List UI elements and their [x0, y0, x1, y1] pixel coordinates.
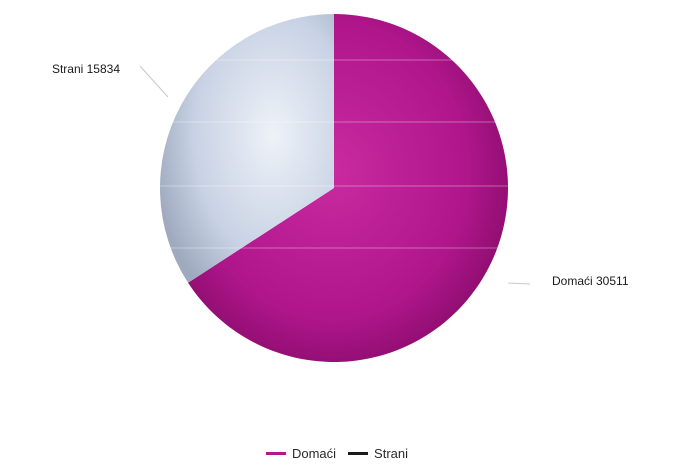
- legend-item-domaci[interactable]: Domaći: [265, 446, 337, 461]
- legend: Domaći Strani: [0, 446, 674, 461]
- legend-swatch-domaci: [265, 452, 286, 455]
- legend-label-strani: Strani: [374, 446, 409, 461]
- pie-slice-domaci[interactable]: [188, 14, 508, 363]
- pie-slices: [159, 14, 508, 363]
- pie-scanlines: [160, 59, 508, 249]
- legend-label-domaci: Domaći: [291, 446, 337, 461]
- legend-swatch-strani: [348, 452, 369, 455]
- legend-item-strani[interactable]: Strani: [348, 446, 408, 461]
- label-leaders: [139, 65, 531, 285]
- data-label-strani: Strani 15834: [52, 62, 120, 76]
- data-label-domaci: Domaći 30511: [552, 274, 629, 288]
- leader-line-0: [507, 282, 531, 285]
- leader-line-1: [139, 65, 169, 98]
- pie-slice-strani[interactable]: [159, 14, 334, 283]
